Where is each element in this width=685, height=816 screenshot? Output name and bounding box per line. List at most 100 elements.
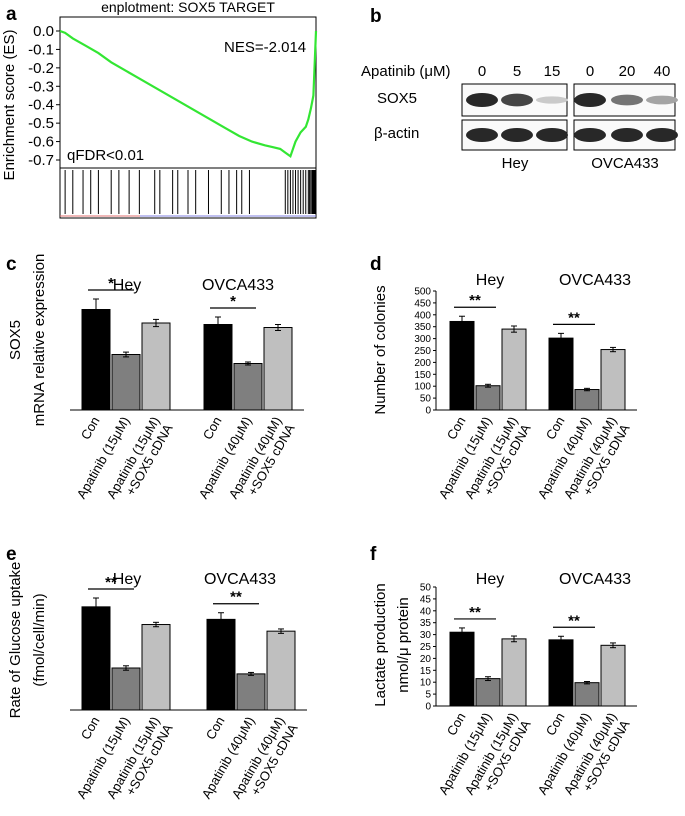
y-tick-label: 40: [420, 606, 432, 617]
panel-label: b: [370, 6, 382, 27]
blot-band: [536, 96, 568, 104]
y-axis-label: Number of colonies: [372, 285, 389, 414]
blot-band: [646, 95, 678, 105]
x-tick-line: Con: [543, 710, 568, 738]
x-tick-label: Con: [444, 414, 469, 442]
significance-mark: **: [469, 604, 481, 621]
y-axis-label: mRNA relative expression: [31, 254, 48, 427]
group-label: OVCA433: [559, 272, 631, 289]
group-label: Hey: [476, 571, 504, 588]
bar: [574, 389, 600, 411]
blot-band: [646, 128, 678, 142]
y-tick-label: 50: [420, 583, 432, 594]
dose-label: 20: [619, 63, 636, 80]
dose-label: 15: [544, 63, 561, 80]
bar: [548, 337, 574, 411]
significance-mark: **: [230, 589, 242, 606]
bar: [233, 363, 263, 411]
panel-label: e: [6, 544, 17, 565]
blot-band: [611, 94, 643, 106]
chart-title: enplotment: SOX5 TARGET: [101, 0, 275, 15]
row-label-sox5: SOX5: [377, 90, 417, 107]
y-axis-label: SOX5: [7, 320, 24, 360]
bar: [475, 385, 501, 411]
y-tick-label: 30: [420, 630, 432, 641]
x-tick-line: Con: [444, 710, 469, 738]
significance-mark: **: [568, 612, 580, 629]
bar: [263, 327, 293, 411]
bar: [548, 639, 574, 707]
bar: [141, 624, 171, 711]
x-tick-label: Con: [543, 710, 568, 738]
panel-label: f: [370, 544, 377, 565]
y-axis-label: Rate of Glucose uptake: [7, 562, 24, 719]
y-tick-label: 10: [420, 678, 432, 689]
bar: [203, 324, 233, 411]
bar: [449, 320, 475, 411]
group-label: OVCA433: [202, 277, 274, 294]
y-tick-label: 20: [420, 654, 432, 665]
panel-label: c: [6, 254, 17, 275]
significance-mark: *: [230, 293, 236, 310]
bar: [449, 631, 475, 707]
y-axis-label: (fmol/cell/min): [31, 593, 48, 686]
y-tick-label: 200: [414, 358, 431, 369]
row-label-actin: β-actin: [374, 125, 419, 142]
y-tick-label: 400: [414, 310, 431, 321]
bar: [600, 644, 626, 707]
dose-label: 5: [513, 63, 521, 80]
bar: [501, 638, 527, 707]
y-tick-label: 350: [414, 322, 431, 333]
y-tick-label: 100: [414, 382, 431, 393]
treatment-label: Apatinib (μM): [361, 63, 451, 80]
x-tick-line: Con: [203, 714, 228, 742]
y-tick-label: 5: [425, 690, 431, 701]
group-label: OVCA433: [204, 571, 276, 588]
x-tick-line: Con: [444, 414, 469, 442]
panel-label: a: [6, 4, 17, 25]
dose-label: 40: [654, 63, 671, 80]
plot-frame: [59, 16, 317, 219]
fdr-label: qFDR<0.01: [67, 147, 144, 164]
bar: [141, 322, 171, 411]
es-curve: [59, 29, 318, 159]
bar: [111, 667, 141, 711]
bar: [600, 349, 626, 411]
bar: [206, 618, 236, 711]
y-axis-label: nmol/μ protein: [395, 597, 412, 692]
y-tick-label: 150: [414, 370, 431, 381]
y-tick-label: 300: [414, 334, 431, 345]
y-tick-label: -0.1: [28, 41, 54, 58]
blot-band: [501, 128, 533, 142]
y-tick-label: 450: [414, 298, 431, 309]
y-tick-label: 0: [425, 406, 431, 417]
y-tick-label: 25: [420, 642, 432, 653]
nes-label: NES=-2.014: [224, 39, 306, 56]
y-tick-label: -0.4: [28, 97, 54, 114]
bar: [574, 682, 600, 707]
bar: [266, 630, 296, 711]
bar: [111, 354, 141, 411]
group-label: Hey: [476, 272, 504, 289]
group-label: Hey: [113, 277, 141, 294]
y-tick-label: -0.6: [28, 134, 54, 151]
panel-label: d: [370, 254, 382, 275]
cell-line-label: Hey: [502, 155, 529, 172]
y-tick-label: 0.0: [33, 23, 54, 40]
dose-label: 0: [478, 63, 486, 80]
bar: [475, 678, 501, 707]
blot-band: [611, 128, 643, 142]
y-tick-label: 35: [420, 618, 432, 629]
y-tick-label: 50: [420, 394, 432, 405]
blot-band: [536, 128, 568, 142]
blot-band: [466, 128, 498, 142]
bar: [81, 606, 111, 711]
y-tick-label: 500: [414, 287, 431, 298]
x-tick-label: Con: [543, 414, 568, 442]
significance-mark: **: [568, 309, 580, 326]
dose-label: 0: [586, 63, 594, 80]
blot-band: [501, 93, 533, 107]
significance-mark: **: [105, 574, 117, 591]
group-label: OVCA433: [559, 571, 631, 588]
y-tick-label: 45: [420, 594, 432, 605]
